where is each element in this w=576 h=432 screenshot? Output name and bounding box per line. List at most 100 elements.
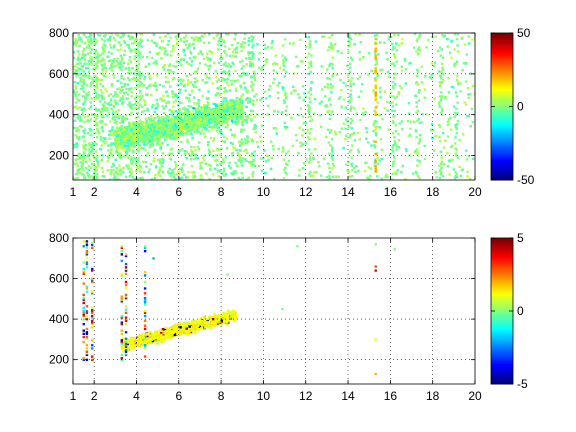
heatmap-cell — [73, 90, 76, 94]
heatmap-cell — [74, 80, 77, 84]
heatmap-cell — [379, 86, 382, 90]
heatmap-cell — [465, 149, 468, 152]
heatmap-cell — [359, 119, 362, 122]
heatmap-cell — [107, 156, 110, 160]
heatmap-cell — [241, 123, 244, 127]
heatmap-cell — [205, 81, 209, 84]
heatmap-cell — [163, 64, 166, 67]
heatmap-cell — [328, 109, 331, 112]
heatmap-cell — [100, 159, 103, 163]
heatmap-cell — [282, 60, 285, 63]
heatmap-cell — [467, 96, 471, 99]
heatmap-cell — [419, 161, 422, 164]
heatmap-cell — [96, 56, 99, 59]
heatmap-cell — [161, 47, 164, 51]
heatmap-cell — [88, 127, 91, 131]
heatmap-cell — [152, 160, 156, 163]
heatmap-cell — [136, 59, 139, 62]
heatmap-cell — [192, 96, 196, 99]
heatmap-cell — [101, 78, 104, 82]
heatmap-cell — [94, 49, 97, 52]
heatmap-cell — [414, 170, 418, 174]
heatmap-cell — [148, 51, 152, 54]
heatmap-cell — [111, 109, 115, 112]
heatmap-cell — [208, 129, 211, 132]
heatmap-cell — [134, 77, 138, 81]
heatmap-cell — [79, 87, 83, 91]
heatmap-cell — [121, 35, 125, 38]
heatmap-cell — [348, 150, 352, 153]
heatmap-cell — [241, 100, 244, 103]
heatmap-cell — [204, 73, 207, 76]
heatmap-cell — [252, 99, 255, 102]
heatmap-cell — [240, 138, 243, 141]
heatmap-cell — [73, 66, 75, 69]
heatmap-cell — [375, 58, 378, 61]
heatmap-cell — [450, 85, 454, 89]
heatmap-cell — [438, 125, 442, 129]
heatmap-cell — [161, 99, 164, 102]
heatmap-cell — [121, 120, 125, 124]
heatmap-cell — [94, 78, 98, 82]
heatmap-cell — [238, 155, 241, 158]
heatmap-cell — [432, 128, 435, 132]
heatmap-cell — [138, 42, 141, 46]
heatmap-cell — [170, 50, 173, 53]
heatmap-cell — [163, 47, 167, 50]
heatmap-cell — [119, 152, 122, 155]
heatmap-cell — [222, 109, 226, 112]
heatmap-cell — [202, 132, 206, 135]
heatmap-cell — [356, 131, 360, 135]
heatmap-cell — [292, 89, 295, 93]
heatmap-cell — [116, 143, 119, 146]
heatmap-cell — [134, 38, 138, 41]
heatmap-cell — [225, 121, 229, 124]
heatmap-cell — [163, 68, 166, 71]
heatmap-cell — [439, 74, 442, 78]
heatmap-cell — [176, 112, 180, 115]
heatmap-cell — [168, 135, 171, 138]
heatmap-cell — [441, 174, 445, 178]
heatmap-cell — [455, 78, 459, 82]
heatmap-cell — [441, 132, 445, 135]
heatmap-cell — [257, 66, 261, 70]
heatmap-cell — [304, 131, 308, 135]
heatmap-cell — [97, 93, 101, 97]
heatmap-cell — [404, 82, 408, 85]
heatmap-cell — [89, 143, 93, 146]
heatmap-cell — [326, 162, 330, 165]
heatmap-cell — [76, 176, 79, 180]
heatmap-cell — [283, 125, 287, 129]
heatmap-cell — [153, 177, 157, 180]
heatmap-cell — [308, 61, 311, 65]
heatmap-cell — [87, 76, 91, 80]
heatmap-cell — [83, 34, 86, 37]
heatmap-cell — [188, 93, 191, 96]
heatmap-cell — [348, 33, 351, 37]
heatmap-cell — [453, 176, 457, 180]
heatmap-cell — [253, 78, 257, 82]
heatmap-cell — [283, 75, 286, 78]
heatmap-cell — [162, 120, 166, 124]
heatmap-cell — [450, 56, 453, 59]
heatmap-cell — [229, 65, 233, 68]
heatmap-cell — [183, 53, 187, 57]
heatmap-cell — [134, 55, 137, 58]
heatmap-cell — [95, 159, 98, 162]
heatmap-cell — [261, 113, 264, 116]
heatmap-cell — [348, 99, 351, 102]
heatmap-cell — [150, 115, 153, 118]
heatmap-cell — [109, 93, 113, 96]
heatmap-cell — [80, 40, 83, 43]
heatmap-cell — [240, 128, 243, 131]
heatmap-cell — [101, 107, 104, 110]
heatmap-cell — [74, 158, 77, 161]
heatmap-cell — [127, 167, 130, 170]
heatmap-cell — [80, 125, 84, 129]
heatmap-cell — [348, 101, 351, 104]
heatmap-cell — [376, 162, 379, 165]
heatmap-cell — [118, 66, 122, 70]
heatmap-cell — [267, 88, 271, 92]
heatmap-cell — [122, 40, 125, 43]
heatmap-cell — [126, 83, 130, 86]
